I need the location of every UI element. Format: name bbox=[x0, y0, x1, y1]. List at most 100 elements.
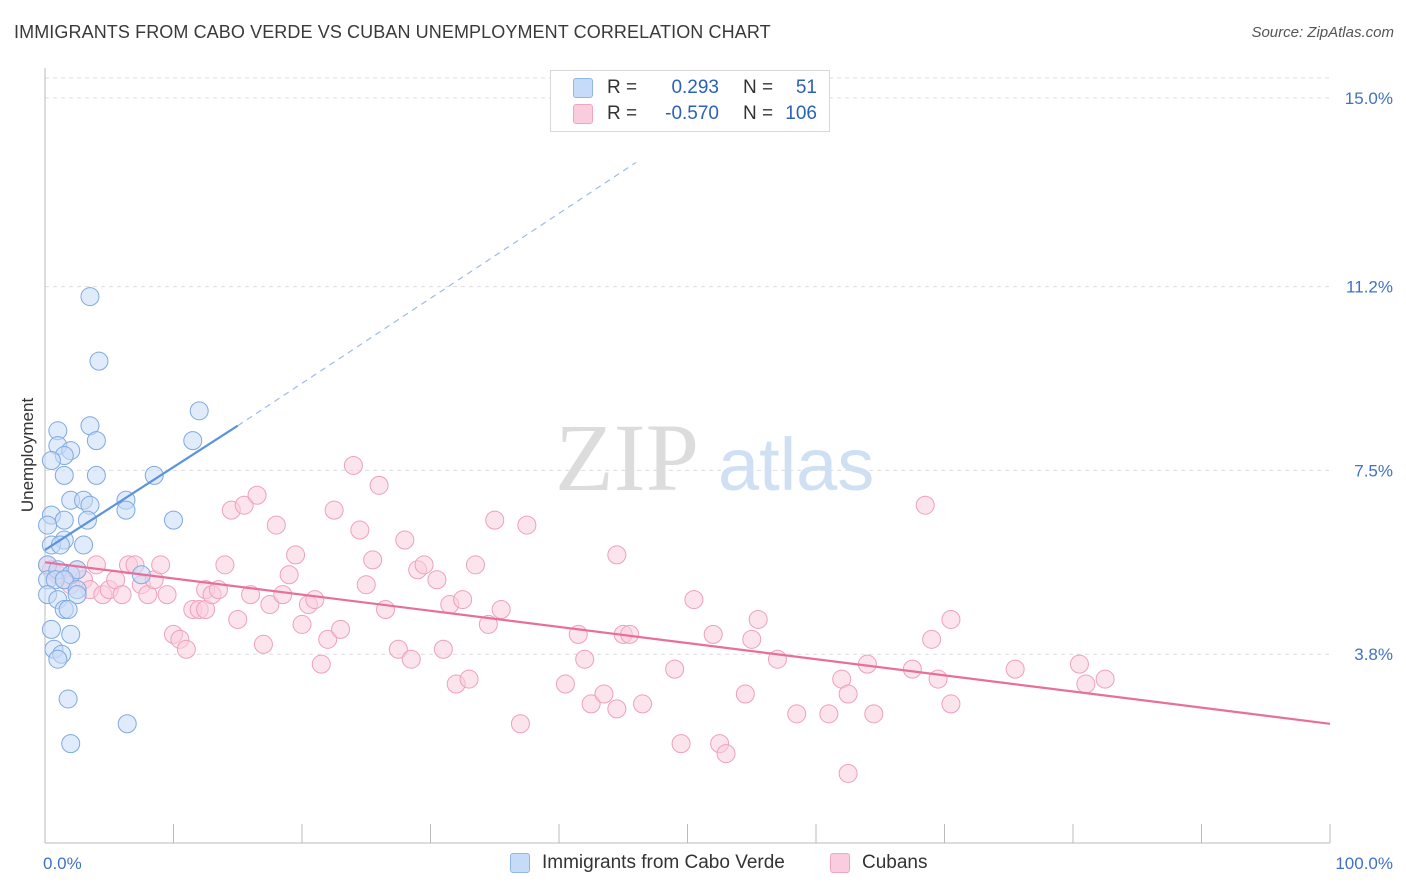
x-tick-label: 100.0% bbox=[1335, 854, 1393, 873]
cubans-point bbox=[86, 555, 106, 575]
y-tick-label: 11.2% bbox=[1346, 278, 1393, 297]
watermark: ZIP atlas bbox=[555, 404, 874, 511]
cabo-verde-point bbox=[54, 570, 74, 590]
cabo-verde-trend-extension bbox=[237, 161, 637, 427]
cubans-point bbox=[273, 585, 293, 605]
cabo-verde-point bbox=[61, 734, 81, 754]
chart-source: Source: ZipAtlas.com bbox=[1251, 24, 1394, 41]
cubans-point bbox=[176, 639, 196, 659]
cubans-point bbox=[594, 684, 614, 704]
cubans-point bbox=[517, 515, 537, 535]
trend-lines bbox=[44, 161, 1331, 725]
cabo-verde-point bbox=[67, 585, 87, 605]
watermark-zip: ZIP bbox=[555, 404, 699, 511]
legend-n-label: N = bbox=[743, 103, 774, 124]
cubans-point bbox=[228, 609, 248, 629]
legend-row-cabo-verde: R = 0.293 N = 51 bbox=[573, 77, 817, 99]
cubans-point bbox=[395, 530, 415, 550]
cubans-point bbox=[292, 614, 312, 634]
legend-swatch-cabo-verde bbox=[573, 78, 593, 98]
cubans-point bbox=[459, 669, 479, 689]
cubans-point bbox=[941, 694, 961, 714]
cabo-verde-point bbox=[183, 431, 203, 451]
cubans-point bbox=[684, 590, 704, 610]
legend-swatch-cubans bbox=[573, 104, 593, 124]
cubans-point bbox=[735, 684, 755, 704]
legend-r-label: R = bbox=[607, 77, 638, 98]
cabo-verde-point bbox=[41, 619, 61, 639]
tick-labels: 3.8% 7.5% 11.2% 15.0% 0.0% 100.0% bbox=[43, 89, 1393, 873]
cabo-verde-point bbox=[38, 515, 58, 535]
cabo-verde-point bbox=[74, 535, 94, 555]
data-points bbox=[38, 287, 1115, 783]
cubans-point bbox=[465, 555, 485, 575]
cubans-point bbox=[157, 585, 177, 605]
cubans-point bbox=[1095, 669, 1115, 689]
cabo-verde-point bbox=[48, 649, 68, 669]
cubans-point bbox=[433, 639, 453, 659]
cubans-point bbox=[485, 510, 505, 530]
correlation-legend: R = 0.293 N = 51 R = -0.570 N = 106 bbox=[550, 70, 830, 132]
cubans-point bbox=[241, 585, 261, 605]
cubans-point bbox=[318, 629, 338, 649]
series-legend-swatch bbox=[830, 853, 850, 873]
cubans-point bbox=[633, 694, 653, 714]
cubans-point bbox=[215, 555, 235, 575]
cabo-verde-point bbox=[89, 351, 109, 371]
legend-r-label: R = bbox=[607, 103, 638, 124]
legend-n-label: N = bbox=[743, 77, 774, 98]
legend-r-value: -0.570 bbox=[665, 103, 719, 124]
cabo-verde-point bbox=[58, 689, 78, 709]
y-axis-label-group: Unemployment bbox=[18, 398, 37, 513]
cubans-point bbox=[234, 495, 254, 515]
legend-r-value: 0.293 bbox=[671, 77, 719, 98]
cubans-point bbox=[491, 600, 511, 620]
cubans-point bbox=[1069, 654, 1089, 674]
cubans-point bbox=[266, 515, 286, 535]
cubans-point bbox=[286, 545, 306, 565]
cubans-point bbox=[247, 485, 267, 505]
cubans-point bbox=[555, 674, 575, 694]
cabo-verde-point bbox=[54, 510, 74, 530]
cubans-point bbox=[838, 763, 858, 783]
cubans-point bbox=[742, 629, 762, 649]
grid-lines bbox=[45, 77, 1330, 655]
cubans-point bbox=[748, 609, 768, 629]
cubans-point bbox=[253, 634, 273, 654]
cubans-point bbox=[665, 659, 685, 679]
series-legend-label: Cubans bbox=[862, 852, 928, 873]
x-tick-label: 0.0% bbox=[43, 854, 82, 873]
cubans-point bbox=[819, 704, 839, 724]
series-legend-item-cabo-verde: Immigrants from Cabo Verde bbox=[510, 852, 785, 874]
cabo-verde-trend-line bbox=[44, 424, 239, 551]
cubans-point bbox=[902, 659, 922, 679]
cubans-point bbox=[575, 649, 595, 669]
cubans-point bbox=[1005, 659, 1025, 679]
cubans-point bbox=[343, 455, 363, 475]
chart-title: IMMIGRANTS FROM CABO VERDE VS CUBAN UNEM… bbox=[14, 22, 771, 42]
legend-n-value: 51 bbox=[795, 77, 817, 98]
cubans-point bbox=[388, 639, 408, 659]
cubans-trend-line bbox=[44, 561, 1331, 725]
cabo-verde-point bbox=[189, 401, 209, 421]
series-legend-swatch bbox=[510, 853, 530, 873]
cubans-point bbox=[864, 704, 884, 724]
cubans-point bbox=[453, 590, 473, 610]
cubans-point bbox=[607, 545, 627, 565]
cabo-verde-point bbox=[164, 510, 183, 530]
cubans-point bbox=[305, 590, 325, 610]
cabo-verde-point bbox=[54, 465, 74, 485]
y-tick-label: 15.0% bbox=[1345, 89, 1393, 108]
cabo-verde-point bbox=[144, 465, 164, 485]
cabo-verde-point bbox=[117, 714, 137, 734]
cubans-point bbox=[607, 699, 627, 719]
cabo-verde-point bbox=[58, 600, 78, 620]
cubans-point bbox=[716, 744, 736, 764]
cubans-point bbox=[331, 619, 351, 639]
series-legend-label: Immigrants from Cabo Verde bbox=[542, 852, 785, 873]
legend-n-value: 106 bbox=[785, 103, 817, 124]
series-legend-item-cubans: Cubans bbox=[830, 852, 928, 874]
cubans-point bbox=[838, 684, 858, 704]
cubans-point bbox=[401, 649, 421, 669]
